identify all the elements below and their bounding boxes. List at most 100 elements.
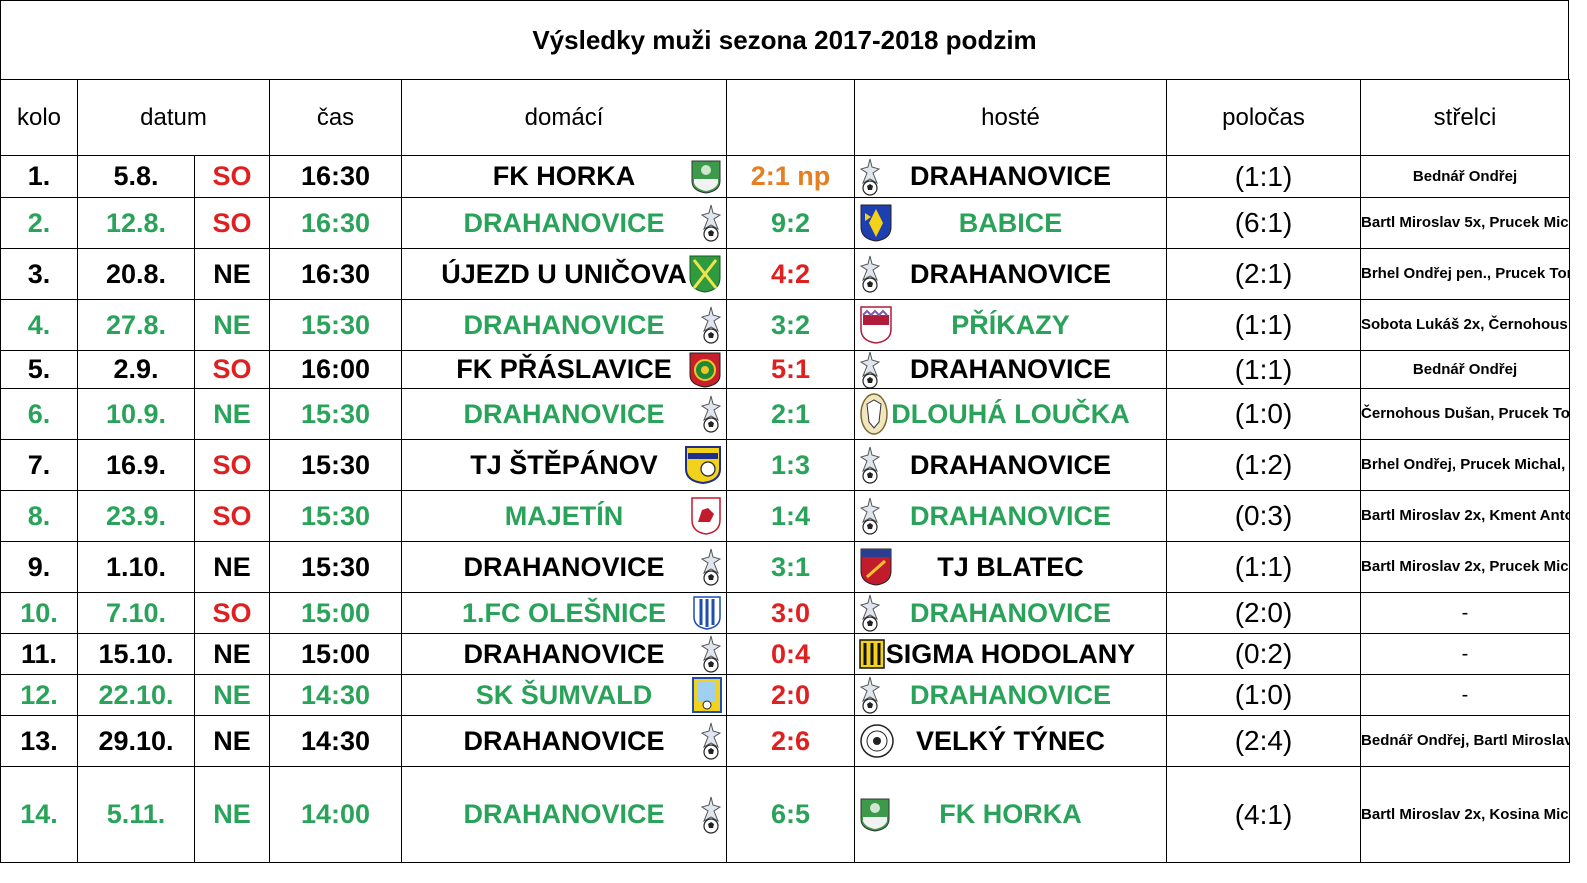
away-team-name: BABICE [958, 207, 1063, 238]
cell-score: 6:5 [726, 766, 856, 863]
drahanovice-crest-icon [859, 254, 881, 294]
drahanovice-crest-icon [859, 594, 881, 633]
away-team-name: PŘÍKAZY [951, 309, 1070, 340]
drahanovice-crest-icon [700, 721, 722, 761]
cell-strelci: - [1360, 633, 1571, 675]
cell-den: NE [193, 766, 271, 863]
cell-cas: 15:30 [269, 388, 403, 440]
away-team-name: DLOUHÁ LOUČKA [891, 398, 1130, 429]
cell-home: DRAHANOVICE [401, 197, 728, 249]
cell-home: DRAHANOVICE [401, 715, 728, 767]
cell-kolo: 8. [0, 490, 78, 542]
home-team-name: FK PŘÁSLAVICE [456, 354, 672, 384]
cell-den: NE [193, 541, 271, 593]
cell-datum: 22.10. [77, 674, 195, 716]
cell-kolo: 4. [0, 299, 78, 351]
away-team-name: DRAHANOVICE [910, 161, 1112, 191]
cell-score: 4:2 [726, 248, 856, 300]
cell-away: VELKÝ TÝNEC [854, 715, 1168, 767]
cell-kolo: 12. [0, 674, 78, 716]
cell-away: FK HORKA [854, 766, 1168, 863]
table-row: 1. 5.8. SO 16:30 FK HORKA 2:1 np DRAHANOVICE (1… [0, 155, 1571, 198]
cell-away: BABICE [854, 197, 1168, 249]
away-team-name: VELKÝ TÝNEC [916, 725, 1106, 756]
home-team-name: FK HORKA [492, 161, 636, 191]
home-team-name: DRAHANOVICE [463, 309, 665, 340]
cell-home: DRAHANOVICE [401, 388, 728, 440]
horka-crest-icon [859, 797, 891, 833]
cell-polocas: (1:1) [1166, 155, 1362, 198]
cell-polocas: (0:3) [1166, 490, 1362, 542]
home-team-name: DRAHANOVICE [463, 207, 665, 238]
cell-home: DRAHANOVICE [401, 299, 728, 351]
drahanovice-crest-icon [700, 305, 722, 345]
away-team-name: TJ BLATEC [937, 551, 1084, 582]
header-kolo: kolo [0, 79, 78, 156]
cell-den: NE [193, 299, 271, 351]
cell-score: 5:1 [726, 350, 856, 389]
cell-cas: 15:00 [269, 633, 403, 675]
table-row: 4. 27.8. NE 15:30 DRAHANOVICE 3:2 PŘÍKAZY (1:1)… [0, 299, 1571, 351]
cell-datum: 23.9. [77, 490, 195, 542]
cell-polocas: (1:1) [1166, 350, 1362, 389]
cell-cas: 14:30 [269, 715, 403, 767]
table-row: 13. 29.10. NE 14:30 DRAHANOVICE 2:6 VELKÝ TÝNE… [0, 715, 1571, 767]
velky-tynec-crest-icon [859, 723, 895, 759]
cell-home: 1.FC OLEŠNICE [401, 592, 728, 634]
majetin-crest-icon [690, 496, 722, 536]
cell-score: 2:1 [726, 388, 856, 440]
cell-polocas: (6:1) [1166, 197, 1362, 249]
cell-strelci: Brhel Ondřej, Prucek Michal, Prucek Tomá… [1360, 439, 1571, 491]
cell-kolo: 3. [0, 248, 78, 300]
away-team-name: DRAHANOVICE [910, 679, 1112, 710]
prikazy-crest-icon [859, 305, 893, 345]
cell-kolo: 9. [0, 541, 78, 593]
header-hoste: hosté [854, 79, 1168, 156]
cell-den: NE [193, 715, 271, 767]
cell-den: SO [193, 490, 271, 542]
cell-datum: 5.11. [77, 766, 195, 863]
drahanovice-crest-icon [859, 351, 881, 388]
cell-kolo: 11. [0, 633, 78, 675]
cell-away: DRAHANOVICE [854, 248, 1168, 300]
cell-away: DLOUHÁ LOUČKA [854, 388, 1168, 440]
cell-datum: 16.9. [77, 439, 195, 491]
header-datum: datum [76, 79, 271, 156]
cell-strelci: Bartl Miroslav 2x, Kment Antonín, Prucek… [1360, 490, 1571, 542]
table-row: 3. 20.8. NE 16:30 ÚJEZD U UNIČOVA 4:2 DRAHANOV… [0, 248, 1571, 300]
table-row: 8. 23.9. SO 15:30 MAJETÍN 1:4 DRAHANOVICE (0:3)… [0, 490, 1571, 542]
cell-cas: 16:30 [269, 248, 403, 300]
header-domaci: domácí [401, 79, 728, 156]
cell-datum: 7.10. [77, 592, 195, 634]
cell-strelci: - [1360, 592, 1571, 634]
cell-datum: 29.10. [77, 715, 195, 767]
cell-cas: 15:00 [269, 592, 403, 634]
cell-home: SK ŠUMVALD [401, 674, 728, 716]
cell-den: NE [193, 674, 271, 716]
cell-kolo: 10. [0, 592, 78, 634]
drahanovice-crest-icon [700, 795, 722, 835]
cell-away: TJ BLATEC [854, 541, 1168, 593]
cell-away: PŘÍKAZY [854, 299, 1168, 351]
cell-strelci: Bednář Ondřej, Bartl Miroslav [1360, 715, 1571, 767]
olesnice-crest-icon [692, 595, 722, 631]
away-team-name: DRAHANOVICE [910, 597, 1112, 628]
table-row: 10. 7.10. SO 15:00 1.FC OLEŠNICE 3:0 DRAHANOVI… [0, 592, 1571, 634]
cell-strelci: Bednář Ondřej [1360, 350, 1571, 389]
away-team-name: DRAHANOVICE [910, 449, 1112, 480]
cell-score: 1:3 [726, 439, 856, 491]
home-team-name: SK ŠUMVALD [475, 679, 653, 710]
stepanov-crest-icon [684, 445, 722, 485]
drahanovice-crest-icon [859, 676, 881, 715]
cell-kolo: 13. [0, 715, 78, 767]
cell-away: DRAHANOVICE [854, 490, 1168, 542]
cell-kolo: 6. [0, 388, 78, 440]
cell-polocas: (2:1) [1166, 248, 1362, 300]
table-row: 9. 1.10. NE 15:30 DRAHANOVICE 3:1 TJ BLATEC (1:… [0, 541, 1571, 593]
header-polocas: poločas [1166, 79, 1362, 156]
cell-away: DRAHANOVICE [854, 439, 1168, 491]
cell-strelci: Bartl Miroslav 2x, Kosina Michal, Tisoň … [1360, 766, 1571, 863]
cell-datum: 5.8. [77, 155, 195, 198]
cell-home: TJ ŠTĚPÁNOV [401, 439, 728, 491]
cell-score: 3:2 [726, 299, 856, 351]
